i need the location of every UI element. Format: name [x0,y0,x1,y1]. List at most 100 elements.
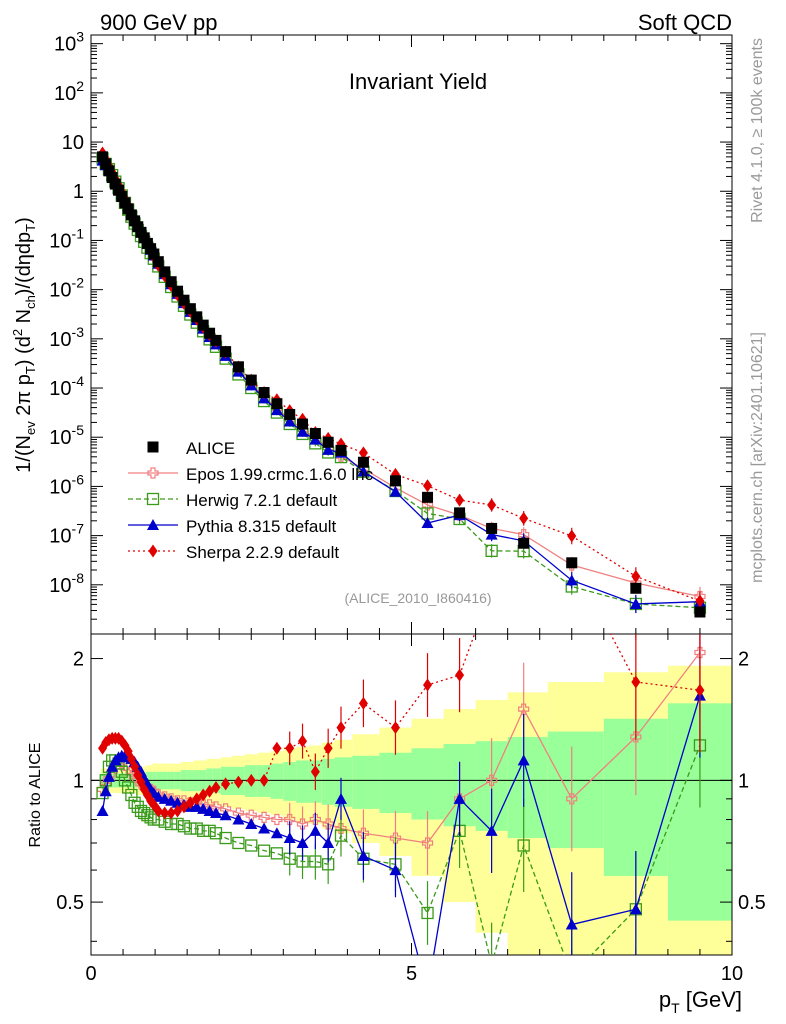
ratio-point-pythia [209,807,222,819]
legend-marker [147,467,159,479]
ratio-point-herwig [118,774,132,787]
legend-label: Epos 1.99.crmc.1.6.0 lhc [186,465,374,484]
ratio-point-sherpa [390,721,400,735]
ratio-point-pythia [334,792,347,804]
data-point-pythia [565,574,578,586]
ratio-point-epos [566,793,578,805]
data-point-alice [220,346,232,358]
legend-label: ALICE [186,439,235,458]
y-tick-label: 103 [54,29,84,56]
data-point-pythia [270,404,283,416]
ratio-point-herwig [257,844,271,857]
series-line-herwig [101,158,700,609]
x-tick-label: 5 [406,963,417,985]
data-point-alice [322,436,334,448]
ratio-point-pythia [99,785,112,797]
y-tick-label: 102 [54,78,84,105]
data-point-alice [191,311,203,323]
ratio-point-herwig [270,847,284,860]
data-point-alice [122,203,134,215]
ratio-point-pythia [322,836,335,848]
data-point-herwig [485,544,498,558]
svg-text:1/(Nev 2π pT) (d2 Nch)/(dηdpT): 1/(Nev 2π pT) (d2 Nch)/(dηdpT) [10,217,38,473]
ratio-point-pythia [422,986,434,997]
ratio-point-sherpa [221,777,231,791]
ratio-point-epos [421,837,434,849]
legend-marker [147,519,159,530]
y-tick-label: 10-8 [49,570,84,597]
legend-label: Pythia 8.315 default [186,517,337,536]
ratio-point-epos [389,832,402,844]
data-point-alice [109,178,121,190]
ratio-point-sherpa [233,775,243,789]
data-point-alice [204,327,216,339]
chart-title: Invariant Yield [349,69,487,94]
ratio-point-herwig [245,839,258,852]
ratio-point-pythia [203,804,216,816]
ratio-point-pythia [96,804,109,816]
data-point-alice [125,209,137,221]
y-tick-label: 10-5 [49,422,84,449]
ratio-point-pythia [357,850,370,862]
ratio-point-herwig [144,811,157,824]
ratio-point-sherpa [192,792,202,806]
y-axis-label: 1/(Nev 2π pT) (d2 Nch)/(dηdpT) [10,217,38,473]
legend-marker [147,441,159,453]
uncertainty-band-green [283,761,297,801]
ratio-point-herwig [197,824,210,838]
ratio-tick-label-right: 0.5 [738,892,766,914]
ratio-point-herwig [566,970,577,981]
y-tick-label: 1 [73,181,84,203]
ratio-point-sherpa [185,796,195,810]
ratio-point-herwig [334,829,348,842]
ratio-tick-label: 2 [73,649,84,671]
y-tick-label: 10-3 [49,324,84,351]
x-tick-label: 10 [721,963,743,985]
data-point-alice [97,151,109,163]
ratio-point-herwig [184,822,197,835]
ratio-point-pythia [232,813,245,825]
ratio-point-sherpa [179,800,189,814]
data-point-alice [106,172,118,184]
ratio-point-herwig [209,827,223,840]
data-point-alice [630,582,642,594]
data-point-alice [116,191,128,203]
ratio-tick-label: 1 [73,770,84,792]
data-point-alice [232,361,244,373]
ratio-point-pythia [517,754,530,766]
ratio-point-sherpa [211,780,221,794]
ratio-point-epos [309,813,321,826]
data-point-epos [421,499,434,511]
data-point-alice [309,428,321,440]
legend-label: Sherpa 2.2.9 default [186,543,339,562]
y-tick-label: 10 [62,132,84,154]
data-point-alice [518,537,530,549]
ratio-axis-label: Ratio to ALICE [27,743,44,848]
ratio-point-pythia [485,824,498,836]
ratio-point-herwig [309,855,322,868]
mcplots-reference-label: mcplots.cern.ch [arXiv:2401.10621] [749,332,766,583]
ratio-point-pythia [258,822,271,834]
uncertainty-band-green [379,752,412,814]
data-point-alice [113,184,125,196]
data-point-alice [148,248,160,260]
ratio-point-pythia [296,836,309,848]
series-line-pythia [102,160,700,605]
data-point-pythia [389,485,402,497]
ratio-point-epos [322,818,334,830]
data-point-sherpa [423,479,433,493]
ratio-point-herwig [171,817,184,831]
data-point-alice [172,285,184,297]
data-point-alice [132,221,144,233]
data-point-pythia [485,528,498,540]
ratio-point-herwig [219,831,232,845]
ratio-point-sherpa [358,696,368,710]
ratio-point-epos [630,731,642,743]
ratio-line-herwig [101,745,701,955]
data-point-sherpa [519,511,529,525]
ratio-point-epos [694,646,706,659]
ratio-point-pythia [565,918,578,930]
ratio-point-sherpa [285,741,295,755]
uncertainty-band-green [296,760,309,803]
